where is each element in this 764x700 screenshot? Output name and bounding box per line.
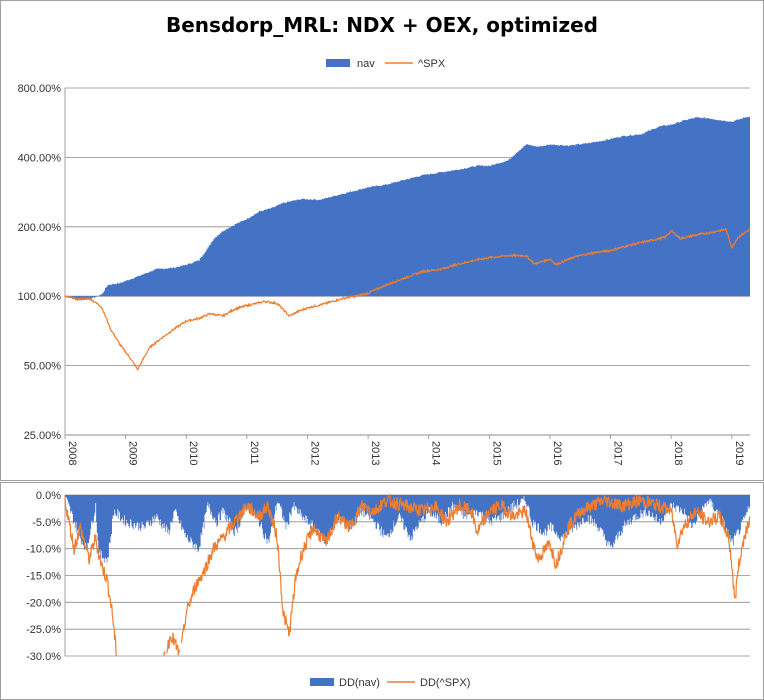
x-tick-label: 2009 [127,441,139,465]
y-tick-label: 200.00% [18,222,62,234]
top-x-tick-labels: 2008 2009 2010 2011 2012 2013 2014 2015 2016 2017… [64,435,745,465]
legend-label-spx: ^SPX [418,58,446,70]
y-tick-label: 0.0% [36,490,61,502]
x-tick-label: 2013 [369,441,381,465]
legend-swatch-nav [326,59,350,67]
y-tick-label: -30.0% [26,651,61,663]
bottom-y-tick-labels: 0.0% -5.0% -10.0% -15.0% -20.0% -25.0% -30.0% [26,490,61,663]
chart-title: Bensdorp_MRL: NDX + OEX, optimized [166,13,598,37]
nav-series-area [65,116,750,301]
y-tick-label: -20.0% [26,597,61,609]
x-tick-label: 2010 [187,441,199,465]
x-tick-label: 2017 [612,441,624,465]
y-tick-label: -5.0% [32,517,61,529]
x-tick-label: 2018 [672,441,684,465]
x-tick-label: 2008 [66,441,78,465]
legend-label-nav: nav [357,58,375,70]
top-legend: nav ^SPX [326,58,446,70]
legend-label-dd-spx: DD(^SPX) [420,677,470,689]
x-tick-label: 2012 [308,441,320,465]
y-tick-label: -10.0% [26,544,61,556]
y-tick-label: 800.00% [18,83,62,95]
y-tick-label: -15.0% [26,571,61,583]
x-tick-label: 2014 [430,441,442,465]
legend-label-dd-nav: DD(nav) [339,677,380,689]
x-tick-label: 2016 [551,441,563,465]
x-tick-label: 2019 [733,441,745,465]
x-tick-label: 2011 [248,441,260,465]
x-tick-label: 2015 [490,441,502,465]
y-tick-label: 400.00% [18,152,62,164]
top-y-tick-labels: 800.00% 400.00% 200.00% 100.00% 50.00% 25.00% [18,83,62,442]
y-tick-label: -25.0% [26,624,61,636]
y-tick-label: 100.00% [18,291,62,303]
legend-swatch-dd-nav [310,678,334,686]
spx-series-line [64,227,751,371]
bottom-legend: DD(nav) DD(^SPX) [310,677,470,689]
y-tick-label: 50.00% [24,361,62,373]
y-tick-label: 25.00% [24,430,62,442]
dd-spx-series-line [64,493,751,656]
